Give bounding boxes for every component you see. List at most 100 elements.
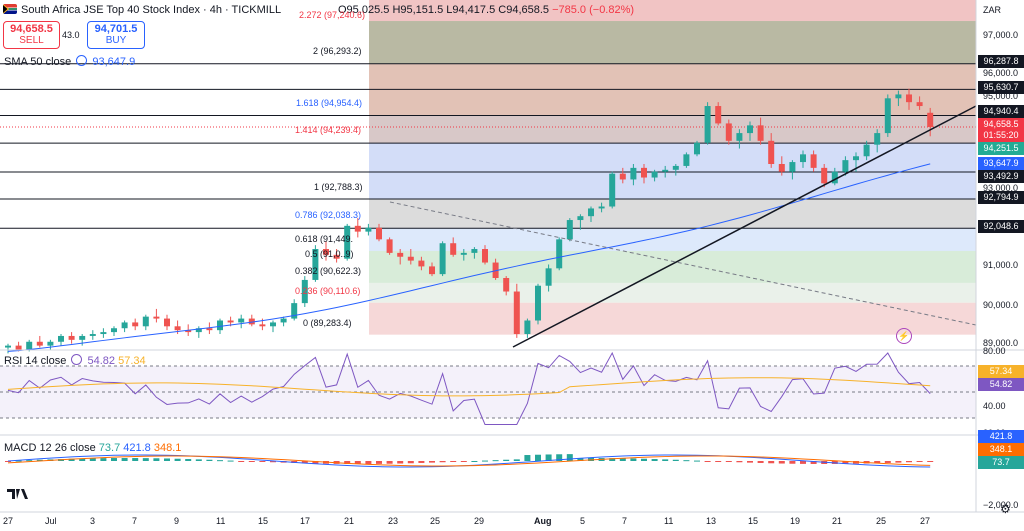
candle-body [407,256,414,261]
eye-icon[interactable] [71,354,83,365]
sell-label: SELL [19,35,44,46]
candle-body [778,164,785,172]
macd-histogram-bar [704,461,711,462]
macd-histogram-bar [397,461,404,464]
macd-histogram-bar [429,461,435,463]
candle-body [153,316,160,319]
time-axis-tick: 7 [132,516,138,526]
sell-price: 94,658.5 [10,23,53,35]
flash-icon[interactable]: ⚡ [896,328,912,344]
macd-axis-tick: −2,000.0 [983,500,1019,510]
macd-histogram-bar [736,461,743,463]
macd-histogram-bar [354,461,361,464]
candle-body [503,277,510,292]
price-axis-tick: 93,000.0 [983,183,1019,193]
fib-level-label: 1.618 (94,954.4) [296,98,363,108]
candle-body [821,167,828,184]
south-africa-flag-icon [3,4,17,14]
price-label: 94,251.5 [978,142,1024,155]
buy-button[interactable]: 94,701.5 BUY [87,21,145,49]
macd-histogram-bar [312,461,319,464]
candle-body [810,154,817,168]
candle-body [747,125,753,134]
rsi-price-label: 57.34 [978,365,1024,378]
candle-body [185,330,192,333]
rsi-label: RSI 14 close [4,355,67,367]
candle-body [725,123,732,141]
price-axis-tick: 91,000.0 [983,260,1019,270]
price-axis-tick: 95,000.0 [983,91,1019,101]
settings-gear-icon[interactable]: ⚙ [1000,502,1011,516]
open-value: O95,025.5 [338,4,390,16]
eye-icon[interactable] [76,55,88,66]
price-label: 92,048.6 [978,220,1024,233]
symbol-title[interactable]: South Africa JSE Top 40 Stock Index · 4h… [21,4,282,16]
macd-histogram-bar [460,461,467,462]
macd-histogram-bar [15,460,22,462]
macd-histogram-bar [535,454,541,461]
macd-histogram-bar [747,461,753,463]
candle-body [301,279,308,304]
candle-body [280,318,287,323]
macd-histogram-bar [376,461,382,464]
candle-body [683,154,690,166]
candle-body [863,144,870,157]
candle-body [121,322,128,329]
fib-zone-top [369,0,976,22]
candle-body [715,106,722,124]
sell-button[interactable]: 94,658.5 SELL [3,21,60,49]
candle-body [895,94,902,99]
macd-histogram-bar [566,454,573,461]
candle-body [323,249,329,255]
ohlc-readout: O95,025.5 H95,151.5 L94,417.5 C94,658.5 … [338,4,634,16]
macd-histogram-bar [778,461,785,464]
candle-body [5,345,11,348]
macd-legend[interactable]: MACD 12 26 close 73.7 421.8 348.1 [4,442,181,454]
macd-histogram-bar [153,458,160,461]
candle-body [47,341,54,346]
macd-histogram-bar [217,460,223,462]
currency-label[interactable]: ZAR [983,5,1001,15]
candle-body [566,220,573,240]
candle-body [15,345,22,350]
time-axis-tick: 21 [344,516,355,526]
rsi-value: 54.82 [87,355,116,367]
macd-histogram-bar [895,461,902,463]
macd-histogram-bar [906,461,912,463]
candle-body [460,252,467,255]
candle-body [79,335,86,340]
macd-price-label: 421.8 [978,430,1024,443]
price-axis-tick: 96,000.0 [983,68,1019,78]
macd-histogram-bar [916,461,923,462]
macd-histogram-bar [142,458,149,461]
macd-histogram-bar [874,461,881,464]
rsi-price-label: 54.82 [978,378,1024,391]
fib-level-label: 2.272 (97,240.6) [299,10,366,20]
sma-legend[interactable]: SMA 50 close 93,647.9 [4,55,135,68]
fib-level-label: 0.786 (92,038.3) [295,210,362,220]
price-label: 93,647.9 [978,157,1024,170]
fib-zone [369,21,976,64]
macd-histogram-bar [238,461,245,462]
candle-body [217,320,223,331]
fib-level-label: 0.382 (90,622.3) [295,266,362,276]
macd-histogram-bar [195,459,202,461]
macd-line-value: 421.8 [123,442,151,454]
low-value: L94,417.5 [446,4,496,16]
candle-body [291,303,298,319]
candle-body [736,133,743,141]
rsi-legend[interactable]: RSI 14 close 54.82 57.34 [4,354,146,367]
resistance-trendline [389,201,977,326]
candle-body [789,162,796,172]
candle-body [662,169,669,172]
candle-body [344,225,351,259]
macd-histogram-bar [344,461,351,464]
macd-histogram-bar [301,461,308,464]
change-value: −785.0 (−0.82%) [552,4,635,16]
macd-histogram-bar [185,459,192,461]
time-axis-tick: 25 [876,516,887,526]
macd-histogram-bar [418,461,425,463]
spread-value: 43.0 [62,30,80,40]
fib-level-label: 0 (89,283.4) [303,318,352,328]
